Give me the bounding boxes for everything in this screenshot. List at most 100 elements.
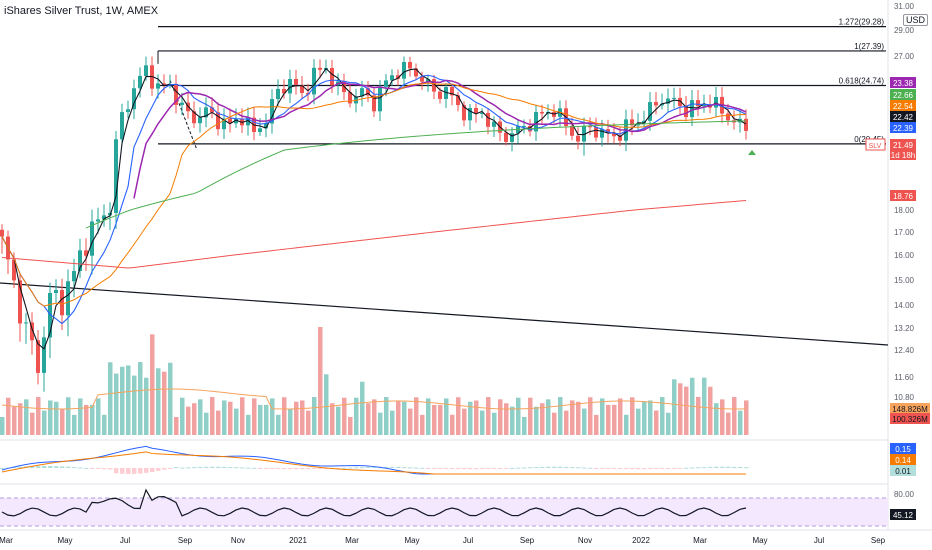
volume-bar	[588, 397, 593, 435]
volume-bar	[96, 398, 101, 435]
macd-badge: 0.14	[895, 456, 911, 465]
y-tick-label: 12.40	[894, 346, 915, 355]
candle-body	[204, 107, 208, 118]
volume-bar	[192, 403, 197, 435]
candle-body	[678, 97, 682, 107]
y-tick-label: 11.60	[894, 373, 914, 382]
macd-bar	[636, 468, 641, 470]
macd-bar	[102, 468, 107, 470]
volume-badge: 148.826M	[892, 405, 928, 414]
y-tick-label: 13.20	[894, 324, 915, 333]
candle-body	[492, 121, 496, 127]
candle-body	[24, 322, 28, 324]
price-badge: 22.66	[893, 91, 914, 100]
y-tick-label: 27.00	[894, 52, 915, 61]
chart-title: iShares Silver Trust, 1W, AMEX	[4, 5, 159, 17]
volume-bar	[438, 404, 443, 435]
volume-bar	[228, 401, 233, 435]
macd-bar	[150, 468, 155, 472]
macd-bar	[174, 467, 179, 469]
y-tick-label: 15.00	[894, 276, 915, 285]
candle-body	[642, 120, 646, 124]
volume-bar	[396, 400, 401, 435]
candle-body	[588, 126, 592, 128]
volume-bar	[54, 401, 59, 435]
volume-bar	[594, 414, 599, 435]
candle-body	[282, 88, 286, 94]
volume-bar	[258, 404, 263, 435]
candle-body	[276, 88, 280, 100]
candle-body	[612, 132, 616, 137]
macd-bar	[66, 466, 71, 468]
macd-bar	[216, 466, 221, 468]
macd-bar	[252, 467, 257, 469]
volume-bar	[198, 399, 203, 435]
volume-bar	[522, 416, 527, 435]
candle-body	[138, 75, 142, 89]
candle-body	[438, 91, 442, 99]
volume-bar	[600, 398, 605, 435]
macd-bar	[186, 467, 191, 469]
x-tick-label: May	[404, 536, 419, 545]
macd-bar	[744, 467, 749, 469]
macd-bar	[198, 466, 203, 468]
candle-body	[510, 133, 514, 142]
volume-bar	[252, 398, 257, 435]
volume-bar	[510, 406, 515, 435]
candle-body	[414, 68, 418, 77]
volume-bar	[102, 414, 107, 435]
volume-bar	[474, 400, 479, 435]
macd-bar	[450, 468, 455, 469]
volume-bar	[108, 362, 113, 435]
macd-badge: 0.15	[895, 445, 911, 454]
candle-body	[576, 135, 580, 142]
candle-body	[396, 75, 400, 79]
volume-bar	[168, 362, 173, 435]
price-badge: 22.42	[893, 113, 914, 122]
y-tick-label: 18.00	[894, 206, 915, 215]
volume-bar	[498, 399, 503, 435]
macd-bar	[696, 467, 701, 469]
volume-bar	[270, 398, 275, 435]
volume-bar	[6, 397, 11, 435]
volume-bar	[726, 412, 731, 435]
candle-body	[0, 229, 4, 237]
volume-bar	[660, 397, 665, 435]
volume-bar	[576, 401, 581, 435]
macd-bar	[228, 467, 233, 469]
candle-body	[648, 102, 652, 121]
macd-bar	[498, 468, 503, 469]
candle-body	[702, 104, 706, 107]
macd-bar	[192, 467, 197, 469]
candle-body	[348, 92, 352, 104]
macd-bar	[630, 468, 635, 470]
volume-bar	[216, 410, 221, 435]
candle-body	[102, 215, 106, 220]
price-badge: 1d 18h	[891, 151, 915, 160]
volume-bar	[264, 404, 269, 435]
volume-bar	[138, 362, 143, 435]
candle-body	[162, 83, 166, 85]
volume-bar	[282, 397, 287, 435]
macd-bar	[570, 467, 575, 469]
macd-bar	[522, 467, 527, 469]
macd-bar	[510, 467, 515, 469]
volume-bar	[732, 397, 737, 435]
macd-bar	[204, 466, 209, 468]
macd-bar	[312, 468, 317, 470]
currency-badge[interactable]: USD	[903, 14, 929, 26]
candle-body	[84, 250, 88, 256]
candle-body	[180, 102, 184, 105]
candle-body	[570, 125, 574, 136]
candle-body	[522, 125, 526, 127]
macd-bar	[402, 467, 407, 469]
volume-bar	[570, 400, 575, 435]
candle-body	[42, 337, 46, 373]
candle-body	[726, 113, 730, 121]
volume-bar	[420, 414, 425, 435]
candle-body	[270, 99, 274, 124]
volume-bar	[624, 414, 629, 435]
y-tick-label: 31.00	[894, 2, 915, 11]
candle-body	[18, 280, 22, 324]
